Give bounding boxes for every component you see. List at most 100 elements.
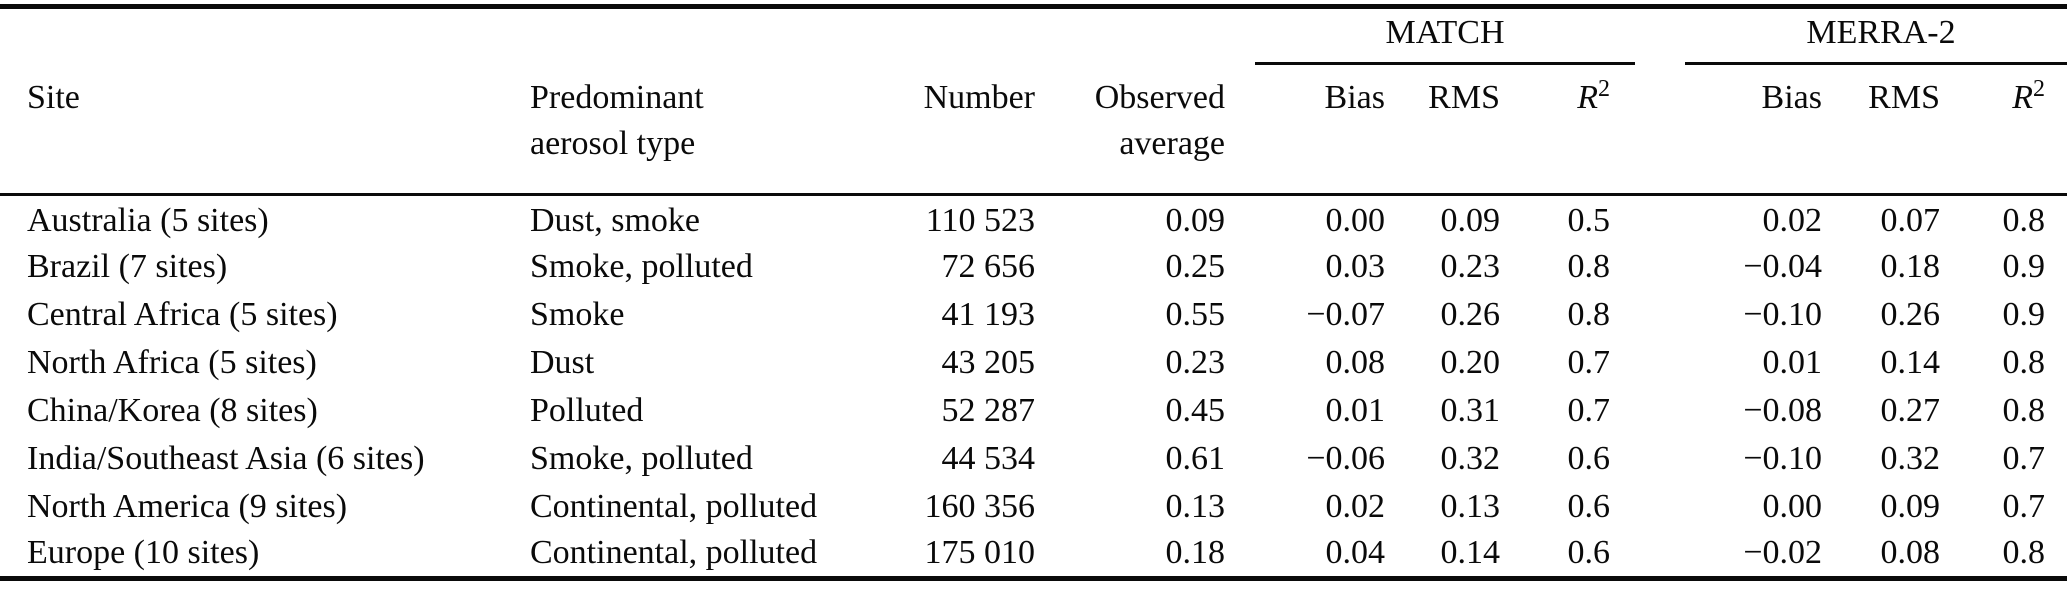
- cell-match-rms: 0.13: [1440, 487, 1501, 525]
- cell-observed: 0.55: [1165, 295, 1226, 333]
- cell-merra2-bias: −0.04: [1743, 247, 1822, 285]
- col-header-observed-line1: Observed: [1094, 78, 1225, 116]
- col-header-match-rms: RMS: [1385, 64, 1500, 196]
- group-header-merra2: MERRA-2: [1610, 7, 2067, 65]
- cell-observed: 0.25: [1165, 247, 1226, 285]
- cell-number: 44 534: [941, 439, 1036, 477]
- col-header-match-bias: Bias: [1225, 64, 1385, 196]
- cell-number: 110 523: [925, 202, 1035, 240]
- cell-merra2-r2: 0.8: [2002, 202, 2046, 240]
- cell-merra2-rms: 0.26: [1880, 295, 1941, 333]
- cell-merra2-r2: 0.9: [2002, 247, 2046, 285]
- merra2-group-rule: MERRA-2: [1685, 14, 2067, 65]
- cell-aerosol: Polluted: [530, 391, 644, 429]
- cell-observed: 0.18: [1165, 534, 1226, 572]
- col-header-observed-line2: average: [1119, 124, 1225, 162]
- cell-merra2-r2: 0.8: [2002, 343, 2046, 381]
- table-row: China/Korea (8 sites) Polluted 52 287 0.…: [0, 387, 2067, 435]
- cell-match-rms: 0.31: [1440, 391, 1501, 429]
- cell-merra2-rms: 0.07: [1880, 202, 1941, 240]
- merra2-group-label: MERRA-2: [1806, 13, 1956, 51]
- cell-site: Brazil (7 sites): [27, 247, 228, 285]
- cell-site: India/Southeast Asia (6 sites): [27, 439, 425, 477]
- col-header-merra2-rms: RMS: [1822, 64, 1940, 196]
- cell-merra2-bias: −0.10: [1743, 439, 1822, 477]
- cell-merra2-r2: 0.9: [2002, 295, 2046, 333]
- cell-observed: 0.61: [1165, 439, 1226, 477]
- cell-match-r2: 0.8: [1567, 295, 1611, 333]
- cell-match-r2: 0.7: [1567, 343, 1611, 381]
- cell-observed: 0.13: [1165, 487, 1226, 525]
- r-squared-symbol: R: [2012, 78, 2034, 116]
- cell-merra2-r2: 0.8: [2002, 534, 2046, 572]
- cell-match-bias: 0.02: [1325, 487, 1386, 525]
- cell-merra2-r2: 0.7: [2002, 487, 2046, 525]
- cell-match-rms: 0.26: [1440, 295, 1501, 333]
- cell-number: 52 287: [941, 391, 1036, 429]
- col-header-number: Number: [860, 64, 1035, 196]
- cell-merra2-bias: 0.01: [1762, 343, 1823, 381]
- cell-number: 41 193: [941, 295, 1036, 333]
- col-header-merra2-r2: R2: [1940, 64, 2067, 196]
- cell-site: Australia (5 sites): [27, 202, 269, 240]
- cell-observed: 0.23: [1165, 343, 1226, 381]
- cell-match-bias: 0.03: [1325, 247, 1386, 285]
- cell-merra2-bias: 0.00: [1762, 487, 1823, 525]
- cell-aerosol: Dust, smoke: [530, 202, 700, 240]
- cell-merra2-bias: −0.10: [1743, 295, 1822, 333]
- cell-site: North America (9 sites): [27, 487, 348, 525]
- table-row: Central Africa (5 sites) Smoke 41 193 0.…: [0, 291, 2067, 339]
- cell-match-bias: 0.01: [1325, 391, 1386, 429]
- match-group-rule: MATCH: [1255, 14, 1635, 65]
- cell-match-bias: 0.04: [1325, 534, 1386, 572]
- cell-site: Europe (10 sites): [27, 534, 260, 572]
- cell-match-bias: −0.07: [1306, 295, 1385, 333]
- cell-match-r2: 0.6: [1567, 487, 1611, 525]
- cell-merra2-r2: 0.8: [2002, 391, 2046, 429]
- col-header-aerosol-line1: Predominant: [530, 78, 704, 116]
- match-group-label: MATCH: [1385, 13, 1505, 51]
- group-header-row: MATCH MERRA-2: [0, 7, 2067, 65]
- cell-merra2-rms: 0.32: [1880, 439, 1941, 477]
- table-body: Australia (5 sites) Dust, smoke 110 523 …: [0, 195, 2067, 579]
- col-header-aerosol: Predominant aerosol type: [530, 64, 860, 196]
- cell-match-bias: 0.08: [1325, 343, 1386, 381]
- col-header-merra2-bias: Bias: [1610, 64, 1822, 196]
- r-squared-exponent: 2: [1598, 75, 1610, 102]
- cell-merra2-r2: 0.7: [2002, 439, 2046, 477]
- r-squared-exponent: 2: [2033, 75, 2046, 102]
- cell-merra2-rms: 0.27: [1880, 391, 1941, 429]
- cell-match-r2: 0.5: [1567, 202, 1611, 240]
- cell-match-r2: 0.7: [1567, 391, 1611, 429]
- cell-site: China/Korea (8 sites): [27, 391, 318, 429]
- cell-aerosol: Dust: [530, 343, 595, 381]
- cell-match-bias: −0.06: [1306, 439, 1385, 477]
- cell-match-rms: 0.32: [1440, 439, 1501, 477]
- cell-merra2-rms: 0.09: [1880, 487, 1941, 525]
- column-header-row: Site Predominant aerosol type Number Obs…: [0, 64, 2067, 196]
- cell-aerosol: Continental, polluted: [530, 487, 818, 525]
- col-header-match-r2: R2: [1500, 64, 1610, 196]
- cell-observed: 0.45: [1165, 391, 1226, 429]
- table-row: North America (9 sites) Continental, pol…: [0, 483, 2067, 531]
- cell-match-rms: 0.09: [1440, 202, 1501, 240]
- cell-merra2-bias: −0.08: [1743, 391, 1822, 429]
- cell-match-rms: 0.20: [1440, 343, 1501, 381]
- col-header-aerosol-line2: aerosol type: [530, 124, 696, 162]
- cell-aerosol: Continental, polluted: [530, 534, 818, 572]
- cell-merra2-bias: 0.02: [1762, 202, 1823, 240]
- group-header-match: MATCH: [1225, 7, 1635, 65]
- cell-number: 160 356: [924, 487, 1036, 525]
- table-row: North Africa (5 sites) Dust 43 205 0.23 …: [0, 339, 2067, 387]
- cell-match-rms: 0.23: [1440, 247, 1501, 285]
- cell-match-bias: 0.00: [1325, 202, 1386, 240]
- cell-match-rms: 0.14: [1440, 534, 1501, 572]
- col-header-observed: Observed average: [1035, 64, 1225, 196]
- r-squared-symbol: R: [1577, 78, 1598, 116]
- table-row: Brazil (7 sites) Smoke, polluted 72 656 …: [0, 243, 2067, 291]
- cell-observed: 0.09: [1165, 202, 1226, 240]
- col-header-site: Site: [0, 64, 530, 196]
- cell-merra2-rms: 0.14: [1880, 343, 1941, 381]
- cell-aerosol: Smoke, polluted: [530, 247, 753, 285]
- cell-number: 72 656: [941, 247, 1036, 285]
